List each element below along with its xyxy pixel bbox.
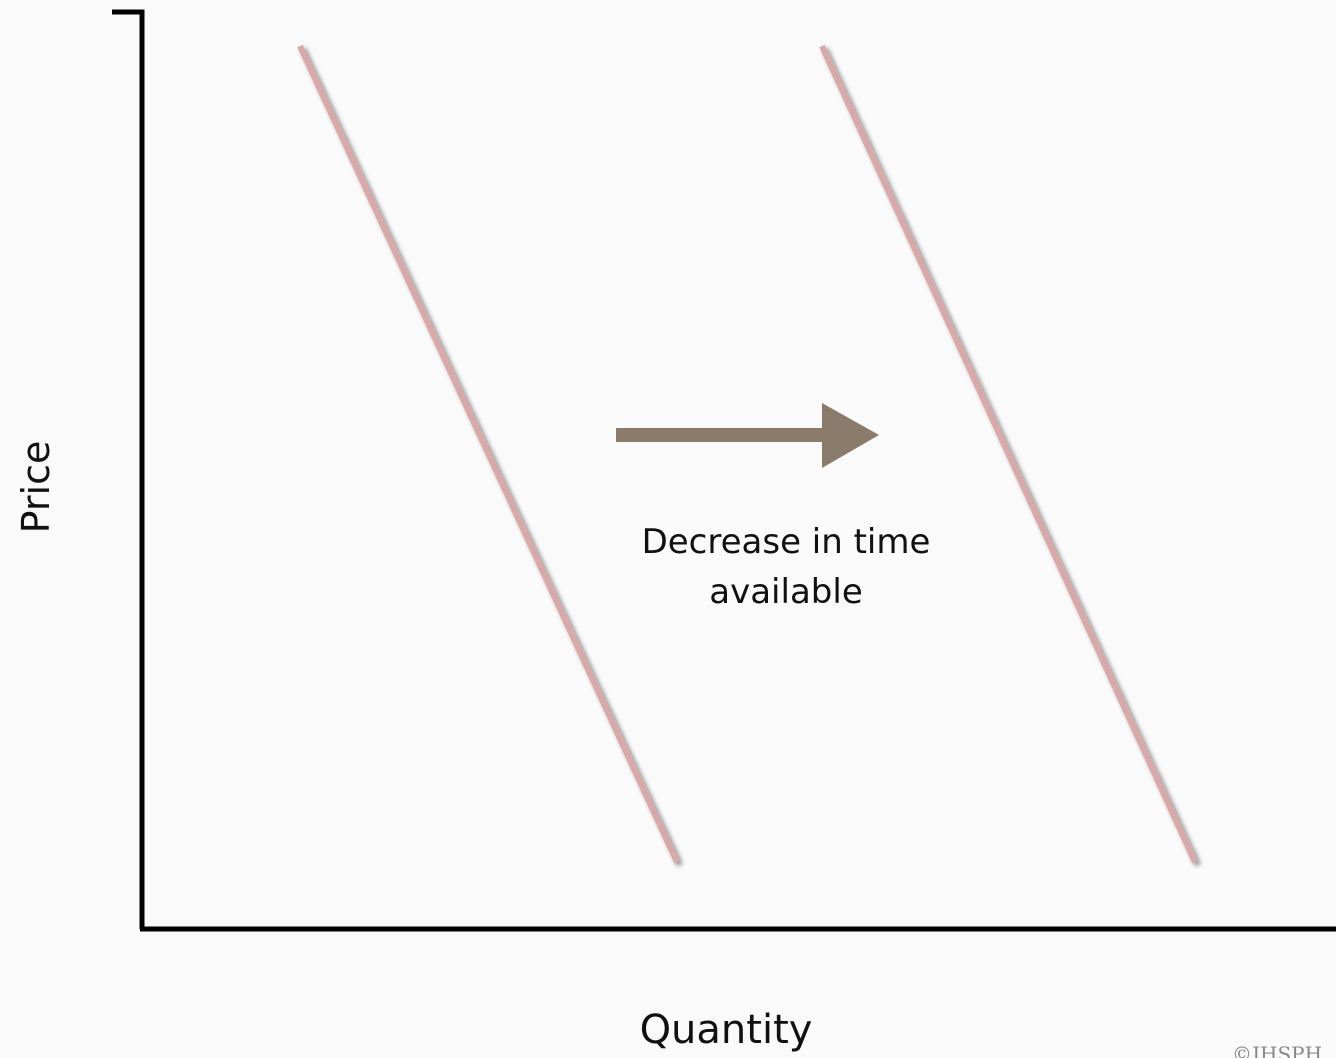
y-axis-label: Price <box>14 440 58 534</box>
shift-arrow-shaft <box>616 428 826 442</box>
y-axis <box>112 9 145 929</box>
shift-annotation: Decrease in time available <box>642 517 931 617</box>
x-axis-label: Quantity <box>639 1007 813 1053</box>
demand-curve-original <box>297 44 680 864</box>
shift-arrow <box>616 403 879 468</box>
demand-curve-shifted <box>819 44 1198 864</box>
shift-annotation-line2: available <box>709 572 863 612</box>
shift-annotation-line1: Decrease in time <box>641 522 931 562</box>
shift-arrow-head <box>822 403 879 468</box>
watermark: ©JHSPH <box>1232 1042 1323 1058</box>
